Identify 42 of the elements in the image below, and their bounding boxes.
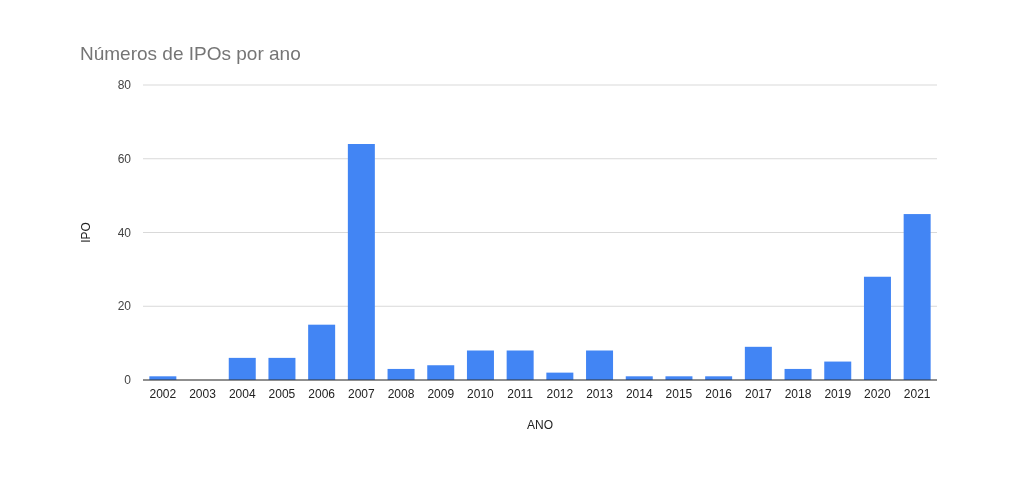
x-tick-label: 2004 (228, 387, 256, 401)
y-axis-title: IPO (79, 222, 93, 243)
bar (586, 350, 614, 380)
x-tick-label: 2005 (268, 387, 296, 401)
x-tick-label: 2012 (546, 387, 574, 401)
x-tick-label: 2015 (665, 387, 693, 401)
x-tick-label: 2003 (189, 387, 217, 401)
bar (824, 361, 852, 380)
bar (506, 350, 534, 380)
bar (863, 276, 891, 380)
x-tick-label: 2014 (625, 387, 653, 401)
bar (427, 365, 455, 380)
x-tick-label: 2019 (824, 387, 852, 401)
y-tick-label: 60 (117, 151, 132, 166)
bar (784, 368, 812, 380)
x-tick-label: 2010 (467, 387, 495, 401)
bar (347, 144, 375, 380)
bar (308, 324, 336, 380)
x-tick-label: 2002 (149, 387, 177, 401)
x-tick-label: 2021 (903, 387, 931, 401)
bar (466, 350, 494, 380)
x-tick-label: 2006 (308, 387, 336, 401)
bar (387, 368, 415, 380)
x-tick-label: 2008 (387, 387, 415, 401)
bar (903, 214, 931, 380)
x-tick-label: 2007 (348, 387, 376, 401)
x-tick-label: 2009 (427, 387, 455, 401)
bar (228, 357, 256, 380)
y-tick-label: 80 (117, 78, 132, 93)
bar (268, 357, 296, 380)
y-tick-label: 20 (117, 299, 132, 314)
x-tick-label: 2016 (705, 387, 733, 401)
bar (744, 346, 772, 380)
x-tick-label: 2018 (784, 387, 812, 401)
x-tick-label: 2011 (507, 387, 534, 401)
x-axis-title: ANO (526, 418, 554, 432)
y-tick-label: 40 (117, 225, 132, 240)
x-tick-label: 2017 (745, 387, 773, 401)
x-tick-label: 2013 (586, 387, 614, 401)
x-tick-label: 2020 (864, 387, 892, 401)
chart-title: Números de IPOs por ano (80, 43, 301, 64)
y-tick-label: 0 (124, 373, 132, 388)
